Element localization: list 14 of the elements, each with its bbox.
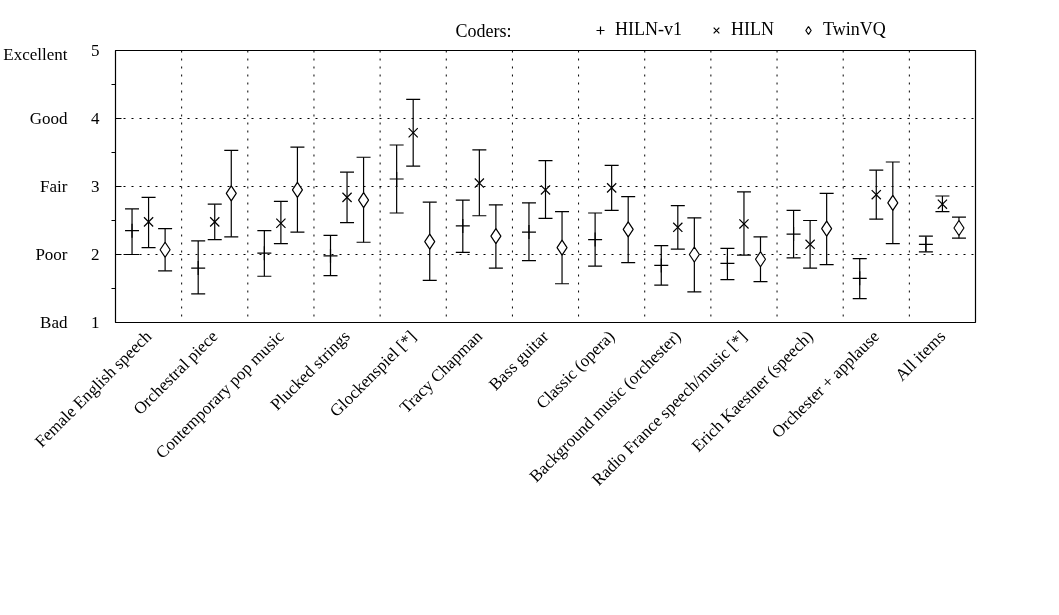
y-tick-label: 1 bbox=[91, 313, 100, 332]
legend-label: HILN-v1 bbox=[615, 19, 682, 40]
text: Poor bbox=[35, 245, 68, 264]
y-tick-label: 3 bbox=[91, 177, 100, 196]
y-tick-label: 2 bbox=[91, 245, 100, 264]
text: Excellent bbox=[3, 44, 68, 64]
text: Good bbox=[29, 109, 68, 128]
text: Bad bbox=[40, 313, 68, 332]
legend-label: HILN bbox=[730, 19, 774, 40]
y-tick-label: 5 bbox=[91, 41, 100, 60]
text: Fair bbox=[40, 177, 68, 196]
legend-label: TwinVQ bbox=[822, 19, 886, 40]
legend-title: Coders: bbox=[455, 20, 512, 41]
y-tick-label: 4 bbox=[91, 109, 100, 128]
